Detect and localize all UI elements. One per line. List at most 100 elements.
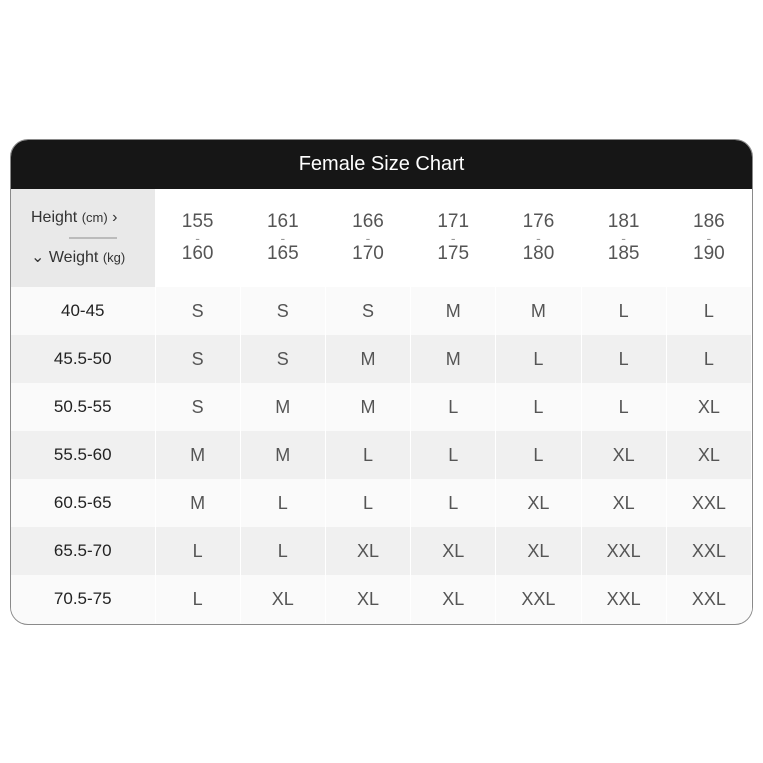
size-cell: L	[325, 479, 412, 527]
size-cell: XL	[325, 575, 412, 623]
dash: -	[536, 230, 541, 246]
height-range-header: 166-170	[325, 189, 412, 287]
weight-label: Weight	[48, 249, 99, 266]
height-min: 186	[693, 211, 725, 232]
height-max: 160	[181, 243, 214, 264]
size-cell: L	[155, 575, 241, 623]
size-cell: M	[240, 431, 326, 479]
divider	[69, 237, 117, 239]
size-cell: L	[240, 527, 326, 575]
height-min: 166	[352, 211, 384, 232]
size-cell: XXL	[666, 479, 752, 527]
size-cell: S	[240, 287, 326, 335]
size-cell: M	[325, 335, 412, 383]
weight-range: 60.5-65	[11, 479, 156, 527]
size-table: Height (cm) › ⌄ Weight (kg) 155-160 161-1…	[11, 189, 752, 623]
weight-range: 65.5-70	[11, 527, 156, 575]
size-cell: L	[581, 335, 667, 383]
size-cell: XL	[666, 431, 752, 479]
dash: -	[450, 230, 456, 246]
size-cell: L	[495, 383, 582, 431]
table-row: 40-45 S S S M M L L	[11, 287, 752, 335]
size-cell: XL	[495, 527, 582, 575]
size-cell: L	[155, 527, 241, 575]
height-min: 161	[266, 211, 299, 232]
size-cell: S	[240, 335, 326, 383]
chart-title: Female Size Chart	[11, 140, 752, 189]
size-cell: L	[495, 335, 582, 383]
dash: -	[365, 230, 371, 246]
height-range-header: 176-180	[495, 189, 582, 287]
corner-cell: Height (cm) › ⌄ Weight (kg)	[11, 189, 156, 287]
size-cell: M	[410, 335, 497, 383]
table-row: 50.5-55 S M M L L L XL	[11, 383, 752, 431]
weight-unit: (kg)	[102, 250, 126, 265]
size-cell: M	[495, 287, 582, 335]
height-max: 170	[352, 243, 384, 264]
height-min: 176	[522, 211, 555, 232]
size-chart-card: Female Size Chart Height (cm) › ⌄ Weight…	[10, 139, 753, 625]
size-cell: L	[666, 287, 752, 335]
size-cell: M	[410, 287, 497, 335]
size-cell: L	[325, 431, 412, 479]
size-cell: S	[155, 287, 241, 335]
size-cell: XL	[495, 479, 582, 527]
table-row: 45.5-50 S S M M L L L	[11, 335, 752, 383]
dash: -	[280, 230, 286, 246]
table-row: 55.5-60 M M L L L XL XL	[11, 431, 752, 479]
size-cell: L	[410, 479, 497, 527]
size-cell: XXL	[666, 527, 752, 575]
height-max: 175	[437, 243, 470, 264]
size-cell: L	[666, 335, 752, 383]
size-cell: XXL	[666, 575, 752, 623]
size-cell: M	[155, 479, 241, 527]
weight-range: 40-45	[11, 287, 156, 335]
height-max: 180	[522, 243, 555, 264]
size-cell: M	[325, 383, 412, 431]
size-cell: M	[155, 431, 241, 479]
height-min: 181	[607, 211, 640, 232]
table-row: 70.5-75 L XL XL XL XXL XXL XXL	[11, 575, 752, 623]
size-cell: L	[410, 431, 497, 479]
weight-range: 70.5-75	[11, 575, 156, 623]
dash: -	[706, 230, 712, 246]
table-row: 65.5-70 L L XL XL XL XXL XXL	[11, 527, 752, 575]
size-cell: XXL	[581, 575, 667, 623]
chevron-right-icon: ›	[112, 209, 118, 226]
size-cell: XL	[325, 527, 412, 575]
dash: -	[621, 230, 626, 246]
size-cell: XL	[581, 431, 667, 479]
height-min: 171	[437, 211, 470, 232]
size-cell: XXL	[581, 527, 667, 575]
table-row: 60.5-65 M L L L XL XL XXL	[11, 479, 752, 527]
size-cell: L	[410, 383, 497, 431]
height-max: 185	[607, 243, 640, 264]
size-cell: XXL	[495, 575, 582, 623]
size-cell: S	[155, 383, 241, 431]
size-cell: S	[155, 335, 241, 383]
height-min: 155	[181, 211, 214, 232]
size-cell: XL	[581, 479, 667, 527]
height-range-header: 181-185	[581, 189, 667, 287]
header-row: Height (cm) › ⌄ Weight (kg) 155-160 161-1…	[11, 189, 752, 287]
size-cell: XL	[410, 575, 497, 623]
size-cell: L	[581, 287, 667, 335]
height-range-header: 186-190	[666, 189, 752, 287]
dash: -	[195, 230, 200, 246]
height-label: Height	[31, 209, 78, 226]
size-cell: XL	[410, 527, 497, 575]
size-cell: L	[240, 479, 326, 527]
size-cell: XL	[666, 383, 752, 431]
weight-range: 45.5-50	[11, 335, 156, 383]
weight-range: 55.5-60	[11, 431, 156, 479]
size-cell: M	[240, 383, 326, 431]
height-range-header: 155-160	[155, 189, 241, 287]
size-cell: S	[325, 287, 412, 335]
size-cell: XL	[240, 575, 326, 623]
weight-range: 50.5-55	[11, 383, 156, 431]
chevron-down-icon: ⌄	[31, 249, 45, 266]
height-max: 165	[266, 243, 299, 264]
height-unit: (cm)	[81, 210, 108, 225]
height-range-header: 161-165	[240, 189, 326, 287]
height-max: 190	[693, 243, 725, 264]
